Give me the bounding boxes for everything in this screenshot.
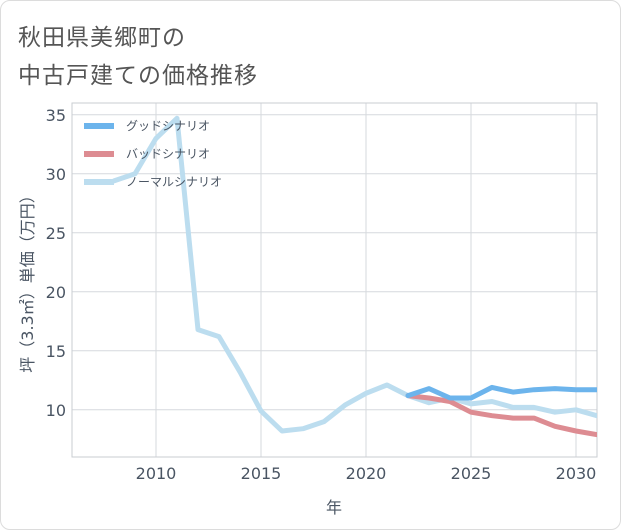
y-axis-title: 坪（3.3㎡）単価（万円）	[18, 187, 37, 372]
series-line-0	[405, 384, 597, 401]
legend-label-2: ノーマルシナリオ	[126, 175, 222, 189]
y-tick-label: 20	[46, 283, 66, 302]
x-tick-label: 2030	[556, 464, 597, 483]
chart-title-line-2: 中古戸建ての価格推移	[18, 63, 258, 89]
plot-area-frame	[71, 102, 598, 458]
x-tick-label: 2020	[346, 464, 387, 483]
x-axis-title: 年	[326, 498, 342, 517]
x-tick-label: 2010	[136, 464, 177, 483]
y-tick-label: 30	[46, 165, 66, 184]
y-tick-label: 25	[46, 224, 66, 243]
grid	[72, 103, 597, 457]
y-tick-label: 10	[46, 401, 66, 420]
x-tick-label: 2025	[451, 464, 492, 483]
x-tick-label: 2015	[241, 464, 282, 483]
chart-title-line-1: 秋田県美郷町の	[18, 25, 186, 51]
series-line-2	[111, 115, 597, 434]
series-line-1	[405, 393, 597, 438]
legend-label-1: バッドシナリオ	[126, 147, 210, 161]
y-tick-label: 35	[46, 106, 66, 125]
legend-label-0: グッドシナリオ	[126, 119, 210, 133]
y-tick-label: 15	[46, 342, 66, 361]
series-layer	[111, 115, 597, 438]
